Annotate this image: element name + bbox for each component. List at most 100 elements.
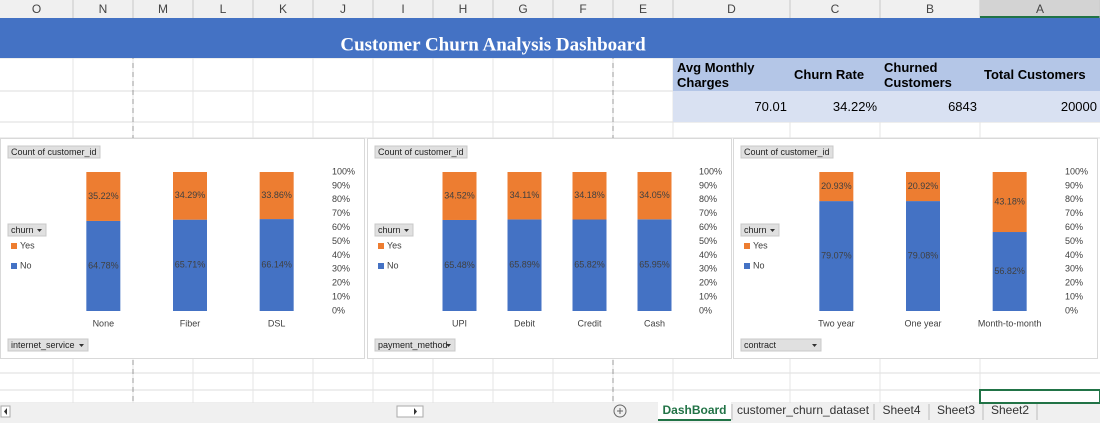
chart: Count of customer_id 0% 10% 20% 30% 40% 50% 60%… (367, 138, 732, 359)
field-button[interactable] (740, 223, 780, 237)
bar-segment (819, 201, 854, 311)
field-button[interactable] (374, 145, 468, 159)
bar-segment (906, 172, 940, 202)
chart: Count of customer_id 0% 10% 20% 30% 40% 50% 60%… (0, 138, 365, 359)
sheet-tab-active[interactable] (658, 401, 731, 421)
column-header: E (639, 2, 647, 16)
field-button-label: churn (378, 225, 401, 235)
y-tick-label: 90% (699, 180, 717, 190)
column-header: H (459, 2, 468, 16)
column-header: G (518, 2, 527, 16)
kpi-header: Avg Monthly Charges (677, 59, 755, 90)
kpi-header: Churned Customers (884, 59, 952, 90)
data-label: 34.29% (175, 190, 206, 200)
field-button-label: Count of customer_id (378, 147, 464, 157)
field-button[interactable] (740, 338, 822, 352)
data-label: 79.07% (821, 250, 852, 260)
sheet-tab[interactable]: customer_churn_dataset (737, 403, 870, 417)
dropdown-arrow (812, 344, 817, 347)
data-label: 65.95% (639, 260, 670, 270)
sheet-tab[interactable]: DashBoard (662, 403, 726, 417)
legend-swatch (378, 263, 384, 269)
y-tick-label: 50% (699, 236, 717, 246)
x-tick-label: Credit (577, 318, 602, 328)
dropdown-arrow (770, 229, 775, 232)
bar-segment (259, 219, 294, 311)
legend-swatch (378, 243, 384, 249)
column-header: M (158, 2, 168, 16)
field-button-label: churn (11, 225, 34, 235)
legend-swatch (11, 263, 17, 269)
kpi-value: 70.01 (754, 99, 787, 114)
field-button-label: contract (744, 340, 777, 350)
column-header: A (1036, 2, 1044, 16)
field-button[interactable] (7, 338, 89, 352)
y-tick-label: 40% (332, 250, 350, 260)
field-button[interactable] (7, 223, 47, 237)
bar-segment (86, 172, 121, 221)
y-tick-label: 20% (332, 278, 350, 288)
legend-swatch (744, 243, 750, 249)
legend-label: Yes (20, 240, 35, 250)
data-label: 34.05% (639, 190, 670, 200)
data-label: 56.82% (994, 266, 1025, 276)
x-tick-label: Two year (818, 318, 855, 328)
sheet-tab[interactable]: Sheet4 (882, 403, 920, 417)
bar-segment (572, 219, 607, 311)
field-button[interactable] (7, 145, 101, 159)
data-label: 20.92% (908, 181, 939, 191)
field-button[interactable] (374, 223, 414, 237)
column-header: L (220, 2, 227, 16)
data-label: 34.11% (510, 190, 540, 200)
column-header: C (831, 2, 840, 16)
bar-segment (507, 172, 542, 220)
y-tick-label: 40% (1065, 250, 1083, 260)
field-button[interactable] (740, 145, 834, 159)
data-label: 34.18% (574, 190, 605, 200)
dropdown-arrow (37, 229, 42, 232)
y-tick-label: 30% (699, 264, 717, 274)
column-header: O (32, 2, 41, 16)
column-header: B (926, 2, 934, 16)
y-tick-label: 20% (1065, 278, 1083, 288)
scroll-arrow (4, 408, 7, 415)
chart-area (367, 138, 732, 359)
legend-swatch (11, 243, 17, 249)
kpi-value-bg (673, 91, 1100, 122)
chart: Count of customer_id 0% 10% 20% 30% 40% 50% 60%… (733, 138, 1098, 359)
dashboard-title: Customer Churn Analysis Dashboard (340, 34, 646, 55)
x-tick-label: One year (904, 318, 941, 328)
field-button-label: payment_method (378, 340, 448, 350)
kpi-value: 6843 (948, 99, 977, 114)
x-tick-label: DSL (268, 318, 286, 328)
y-tick-label: 70% (332, 208, 350, 218)
data-label: 33.86% (261, 190, 292, 200)
sheet-tab[interactable]: Sheet3 (937, 403, 975, 417)
data-label: 64.78% (88, 260, 119, 270)
data-label: 20.93% (821, 181, 852, 191)
bar-segment (992, 232, 1027, 311)
kpi-header: Churn Rate (794, 67, 865, 82)
y-tick-label: 10% (1065, 291, 1083, 301)
dropdown-arrow (79, 344, 84, 347)
add-sheet[interactable] (613, 404, 627, 418)
column-header: D (727, 2, 736, 16)
field-button[interactable] (374, 338, 456, 352)
sheet-tab[interactable]: Sheet2 (991, 403, 1029, 417)
y-tick-label: 30% (1065, 264, 1083, 274)
data-label: 65.48% (444, 260, 475, 270)
selected-cell (979, 389, 1100, 404)
x-tick-label: UPI (452, 318, 467, 328)
y-tick-label: 80% (332, 194, 350, 204)
y-tick-label: 90% (1065, 180, 1083, 190)
bar-segment (637, 172, 672, 220)
hscroll[interactable] (396, 405, 424, 418)
field-button-label: Count of customer_id (11, 147, 97, 157)
kpi-header: Total Customers (984, 67, 1086, 82)
bar-segment (173, 219, 207, 311)
data-label: 34.52% (444, 190, 475, 200)
bar-segment (637, 219, 672, 311)
data-label: 65.89% (509, 260, 540, 270)
column-header: N (99, 2, 108, 16)
